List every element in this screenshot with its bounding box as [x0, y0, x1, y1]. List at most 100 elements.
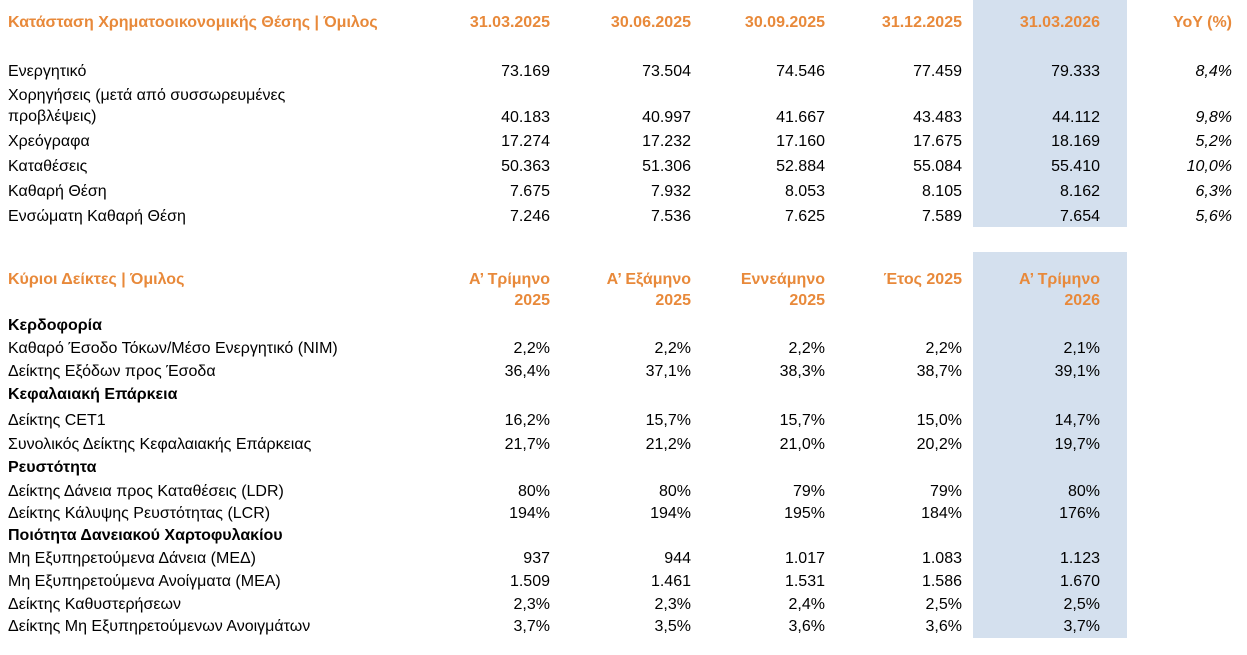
balance-cell: 52.884: [776, 158, 825, 175]
ratios-cell: 194%: [650, 505, 691, 522]
balance-cell: 8.162: [1059, 183, 1100, 200]
ratios-cell: 194%: [509, 505, 550, 522]
ratios-cell: 1.123: [1059, 550, 1100, 567]
ratios-header-col1: Α’ Τρίμηνο 2025: [468, 271, 550, 309]
section-title-profitability: Κερδοφορία: [8, 317, 102, 334]
balance-yoy-cell: 5,6%: [1195, 208, 1232, 225]
ratios-cell: 195%: [784, 505, 825, 522]
ratios-header-col5: Α’ Τρίμηνο 2026: [1018, 271, 1100, 309]
ratios-cell: 184%: [921, 505, 962, 522]
ratios-cell: 1.531: [784, 573, 825, 590]
balance-header-yoy: YoY (%): [1173, 14, 1232, 31]
ratios-cell: 79%: [929, 483, 962, 500]
balance-cell: 50.363: [501, 158, 550, 175]
ratios-header-col4: Έτος 2025: [883, 271, 962, 288]
section-title-liquidity: Ρευστότητα: [8, 459, 97, 476]
ratios-cell: 38,7%: [916, 363, 962, 380]
balance-cell: 7.625: [784, 208, 825, 225]
balance-cell: 40.183: [501, 109, 550, 126]
ratios-cell: 937: [523, 550, 550, 567]
balance-cell: 73.169: [501, 63, 550, 80]
ratios-cell: 1.017: [784, 550, 825, 567]
ratios-cell: 16,2%: [504, 412, 550, 429]
ratios-table-title: Κύριοι Δείκτες | Όμιλος: [8, 271, 185, 288]
balance-row-label: Καταθέσεις: [8, 158, 88, 175]
ratios-cell: 2,2%: [513, 340, 550, 357]
balance-cell: 79.333: [1051, 63, 1100, 80]
balance-yoy-cell: 9,8%: [1195, 109, 1232, 126]
balance-cell: 18.169: [1051, 133, 1100, 150]
balance-header-col2: 30.06.2025: [610, 14, 691, 31]
ratios-header-col3: Εννεάμηνο 2025: [740, 271, 825, 309]
highlight-column-balance: [973, 0, 1127, 227]
ratios-cell: 38,3%: [779, 363, 825, 380]
ratios-row-label: Δείκτης CET1: [8, 412, 106, 429]
ratios-cell: 80%: [658, 483, 691, 500]
ratios-cell: 2,3%: [654, 596, 691, 613]
ratios-cell: 80%: [517, 483, 550, 500]
ratios-row-label: Καθαρό Έσοδο Τόκων/Μέσο Ενεργητικό (NIM): [8, 340, 338, 357]
balance-header-col5: 31.03.2026: [1019, 14, 1100, 31]
balance-cell: 7.932: [650, 183, 691, 200]
section-title-capital-adequacy: Κεφαλαιακή Επάρκεια: [8, 386, 178, 403]
ratios-cell: 1.586: [921, 573, 962, 590]
balance-header-col1: 31.03.2025: [469, 14, 550, 31]
balance-cell: 40.997: [642, 109, 691, 126]
ratios-cell: 15,7%: [779, 412, 825, 429]
ratios-cell: 2,5%: [925, 596, 962, 613]
ratios-cell: 19,7%: [1054, 436, 1100, 453]
ratios-cell: 3,7%: [513, 618, 550, 635]
ratios-cell: 176%: [1059, 505, 1100, 522]
balance-cell: 17.274: [501, 133, 550, 150]
ratios-cell: 1.083: [921, 550, 962, 567]
balance-cell: 7.654: [1059, 208, 1100, 225]
ratios-cell: 3,6%: [925, 618, 962, 635]
balance-yoy-cell: 10,0%: [1186, 158, 1232, 175]
ratios-cell: 21,2%: [645, 436, 691, 453]
balance-cell: 55.084: [913, 158, 962, 175]
ratios-header-col2: Α’ Εξάμηνο 2025: [606, 271, 691, 309]
ratios-cell: 2,3%: [513, 596, 550, 613]
ratios-row-label: Συνολικός Δείκτης Κεφαλαιακής Επάρκειας: [8, 436, 312, 453]
ratios-cell: 2,2%: [925, 340, 962, 357]
ratios-cell: 3,7%: [1063, 618, 1100, 635]
ratios-cell: 3,5%: [654, 618, 691, 635]
balance-cell: 17.675: [913, 133, 962, 150]
ratios-row-label: Δείκτης Κάλυψης Ρευστότητας (LCR): [8, 505, 271, 522]
ratios-row-label: Δείκτης Δάνεια προς Καταθέσεις (LDR): [8, 483, 284, 500]
balance-header-col3: 30.09.2025: [744, 14, 825, 31]
ratios-cell: 2,2%: [654, 340, 691, 357]
ratios-cell: 944: [664, 550, 691, 567]
balance-yoy-cell: 6,3%: [1195, 183, 1232, 200]
balance-cell: 73.504: [642, 63, 691, 80]
ratios-row-label: Μη Εξυπηρετούμενα Ανοίγματα (ΜΕΑ): [8, 573, 281, 590]
balance-yoy-cell: 8,4%: [1195, 63, 1232, 80]
ratios-cell: 2,5%: [1063, 596, 1100, 613]
balance-cell: 74.546: [776, 63, 825, 80]
ratios-cell: 14,7%: [1054, 412, 1100, 429]
ratios-row-label: Δείκτης Εξόδων προς Έσοδα: [8, 363, 216, 380]
ratios-cell: 20,2%: [916, 436, 962, 453]
balance-cell: 8.053: [784, 183, 825, 200]
ratios-cell: 21,7%: [504, 436, 550, 453]
balance-cell: 7.675: [509, 183, 550, 200]
ratios-cell: 2,2%: [788, 340, 825, 357]
balance-row-label: Καθαρή Θέση: [8, 183, 107, 200]
ratios-cell: 1.461: [650, 573, 691, 590]
balance-cell: 43.483: [913, 109, 962, 126]
ratios-cell: 15,7%: [645, 412, 691, 429]
balance-row-label: Ενσώματη Καθαρή Θέση: [8, 208, 186, 225]
ratios-cell: 1.509: [509, 573, 550, 590]
balance-cell: 55.410: [1051, 158, 1100, 175]
balance-row-label: Ενεργητικό: [8, 63, 87, 80]
ratios-cell: 37,1%: [645, 363, 691, 380]
ratios-cell: 36,4%: [504, 363, 550, 380]
ratios-cell: 3,6%: [788, 618, 825, 635]
ratios-row-label: Δείκτης Μη Εξυπηρετούμενων Ανοιγμάτων: [8, 618, 311, 635]
balance-row-label: Χορηγήσεις (μετά από συσσωρευμένες προβλ…: [8, 87, 286, 125]
ratios-cell: 21,0%: [779, 436, 825, 453]
ratios-row-label: Μη Εξυπηρετούμενα Δάνεια (ΜΕΔ): [8, 550, 256, 567]
balance-cell: 17.232: [642, 133, 691, 150]
balance-cell: 8.105: [921, 183, 962, 200]
balance-cell: 7.589: [921, 208, 962, 225]
